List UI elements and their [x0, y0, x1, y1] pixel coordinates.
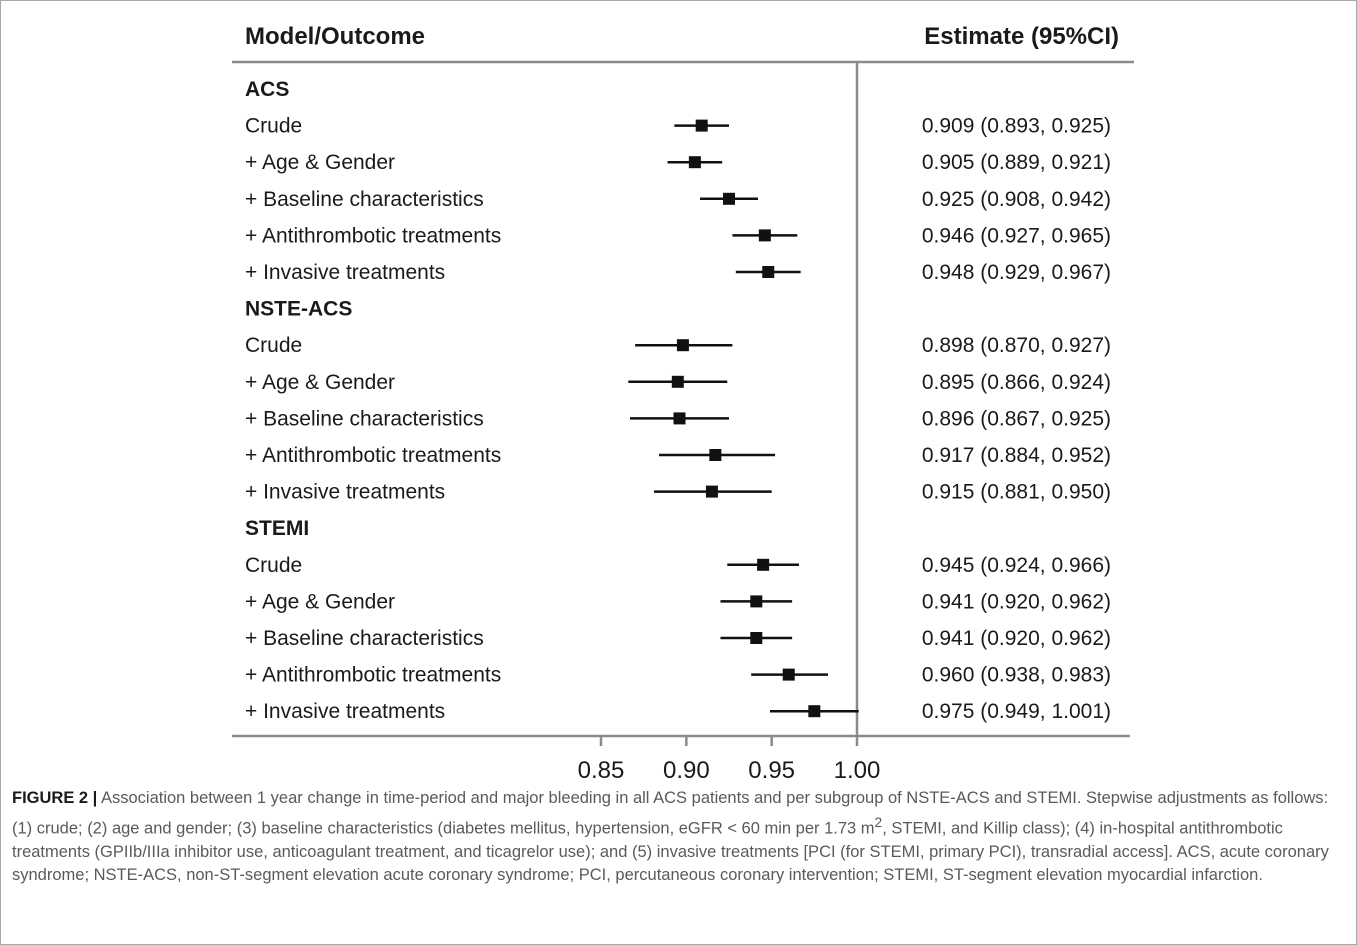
point-estimate: [757, 558, 770, 571]
row-label: + Baseline characteristics: [245, 627, 484, 650]
row-label: Crude: [245, 334, 302, 357]
figure-caption: FIGURE 2 | Association between 1 year ch…: [12, 787, 1332, 888]
header-estimate: Estimate (95%CI): [924, 23, 1119, 50]
estimate-text: 0.948 (0.929, 0.967): [922, 261, 1111, 284]
caption-text: Association between 1 year change in tim…: [12, 789, 1329, 837]
estimate-text: 0.946 (0.927, 0.965): [922, 224, 1111, 247]
estimate-text: 0.945 (0.924, 0.966): [922, 554, 1111, 577]
x-tick-label: 0.85: [578, 757, 625, 784]
caption-text-continued: , STEMI, and Killip class); (4) in-hospi…: [12, 819, 1329, 884]
row-label: + Age & Gender: [245, 151, 395, 174]
point-estimate: [688, 156, 701, 169]
caption-label: FIGURE 2 |: [12, 789, 98, 807]
estimate-text: 0.941 (0.920, 0.962): [922, 590, 1111, 613]
estimate-text: 0.909 (0.893, 0.925): [922, 115, 1111, 138]
row-label: + Invasive treatments: [245, 700, 445, 723]
row-label: + Antithrombotic treatments: [245, 664, 501, 687]
point-estimate: [782, 668, 795, 681]
estimate-text: 0.905 (0.889, 0.921): [922, 151, 1111, 174]
estimate-text: 0.896 (0.867, 0.925): [922, 407, 1111, 430]
row-label: + Age & Gender: [245, 590, 395, 613]
row-label: + Age & Gender: [245, 371, 395, 394]
row-label: + Invasive treatments: [245, 481, 445, 504]
x-tick-label: 0.95: [748, 757, 795, 784]
point-estimate: [676, 339, 689, 352]
point-estimate: [758, 229, 771, 242]
group-heading: NSTE-ACS: [245, 298, 352, 321]
row-label: + Baseline characteristics: [245, 407, 484, 430]
point-estimate: [750, 632, 763, 644]
estimate-text: 0.895 (0.866, 0.924): [922, 371, 1111, 394]
estimate-text: 0.925 (0.908, 0.942): [922, 188, 1111, 211]
row-label: + Invasive treatments: [245, 261, 445, 284]
estimate-text: 0.917 (0.884, 0.952): [922, 444, 1111, 467]
point-estimate: [762, 266, 775, 278]
x-tick-label: 1.00: [834, 757, 881, 784]
point-estimate: [671, 375, 684, 388]
row-label: + Antithrombotic treatments: [245, 444, 501, 467]
estimate-text: 0.960 (0.938, 0.983): [922, 664, 1111, 687]
group-heading: STEMI: [245, 517, 309, 540]
point-estimate: [673, 412, 686, 425]
group-heading: ACS: [245, 78, 289, 101]
estimate-text: 0.915 (0.881, 0.950): [922, 481, 1111, 504]
point-estimate: [750, 595, 763, 608]
point-estimate: [705, 485, 718, 498]
estimate-text: 0.898 (0.870, 0.927): [922, 334, 1111, 357]
header-model-outcome: Model/Outcome: [245, 23, 425, 50]
estimate-text: 0.975 (0.949, 1.001): [922, 700, 1111, 723]
row-label: Crude: [245, 554, 302, 577]
point-estimate: [695, 119, 708, 132]
point-estimate: [808, 705, 821, 718]
forest-plot: Model/Outcome Estimate (95%CI) ACS Crude 0…: [232, 23, 1134, 784]
estimate-text: 0.941 (0.920, 0.962): [922, 627, 1111, 650]
row-label: + Antithrombotic treatments: [245, 224, 501, 247]
row-label: + Baseline characteristics: [245, 188, 484, 211]
x-tick-label: 0.90: [663, 757, 710, 784]
caption-superscript: 2: [874, 814, 883, 830]
point-estimate: [709, 449, 722, 461]
row-label: Crude: [245, 115, 302, 138]
point-estimate: [723, 192, 735, 205]
